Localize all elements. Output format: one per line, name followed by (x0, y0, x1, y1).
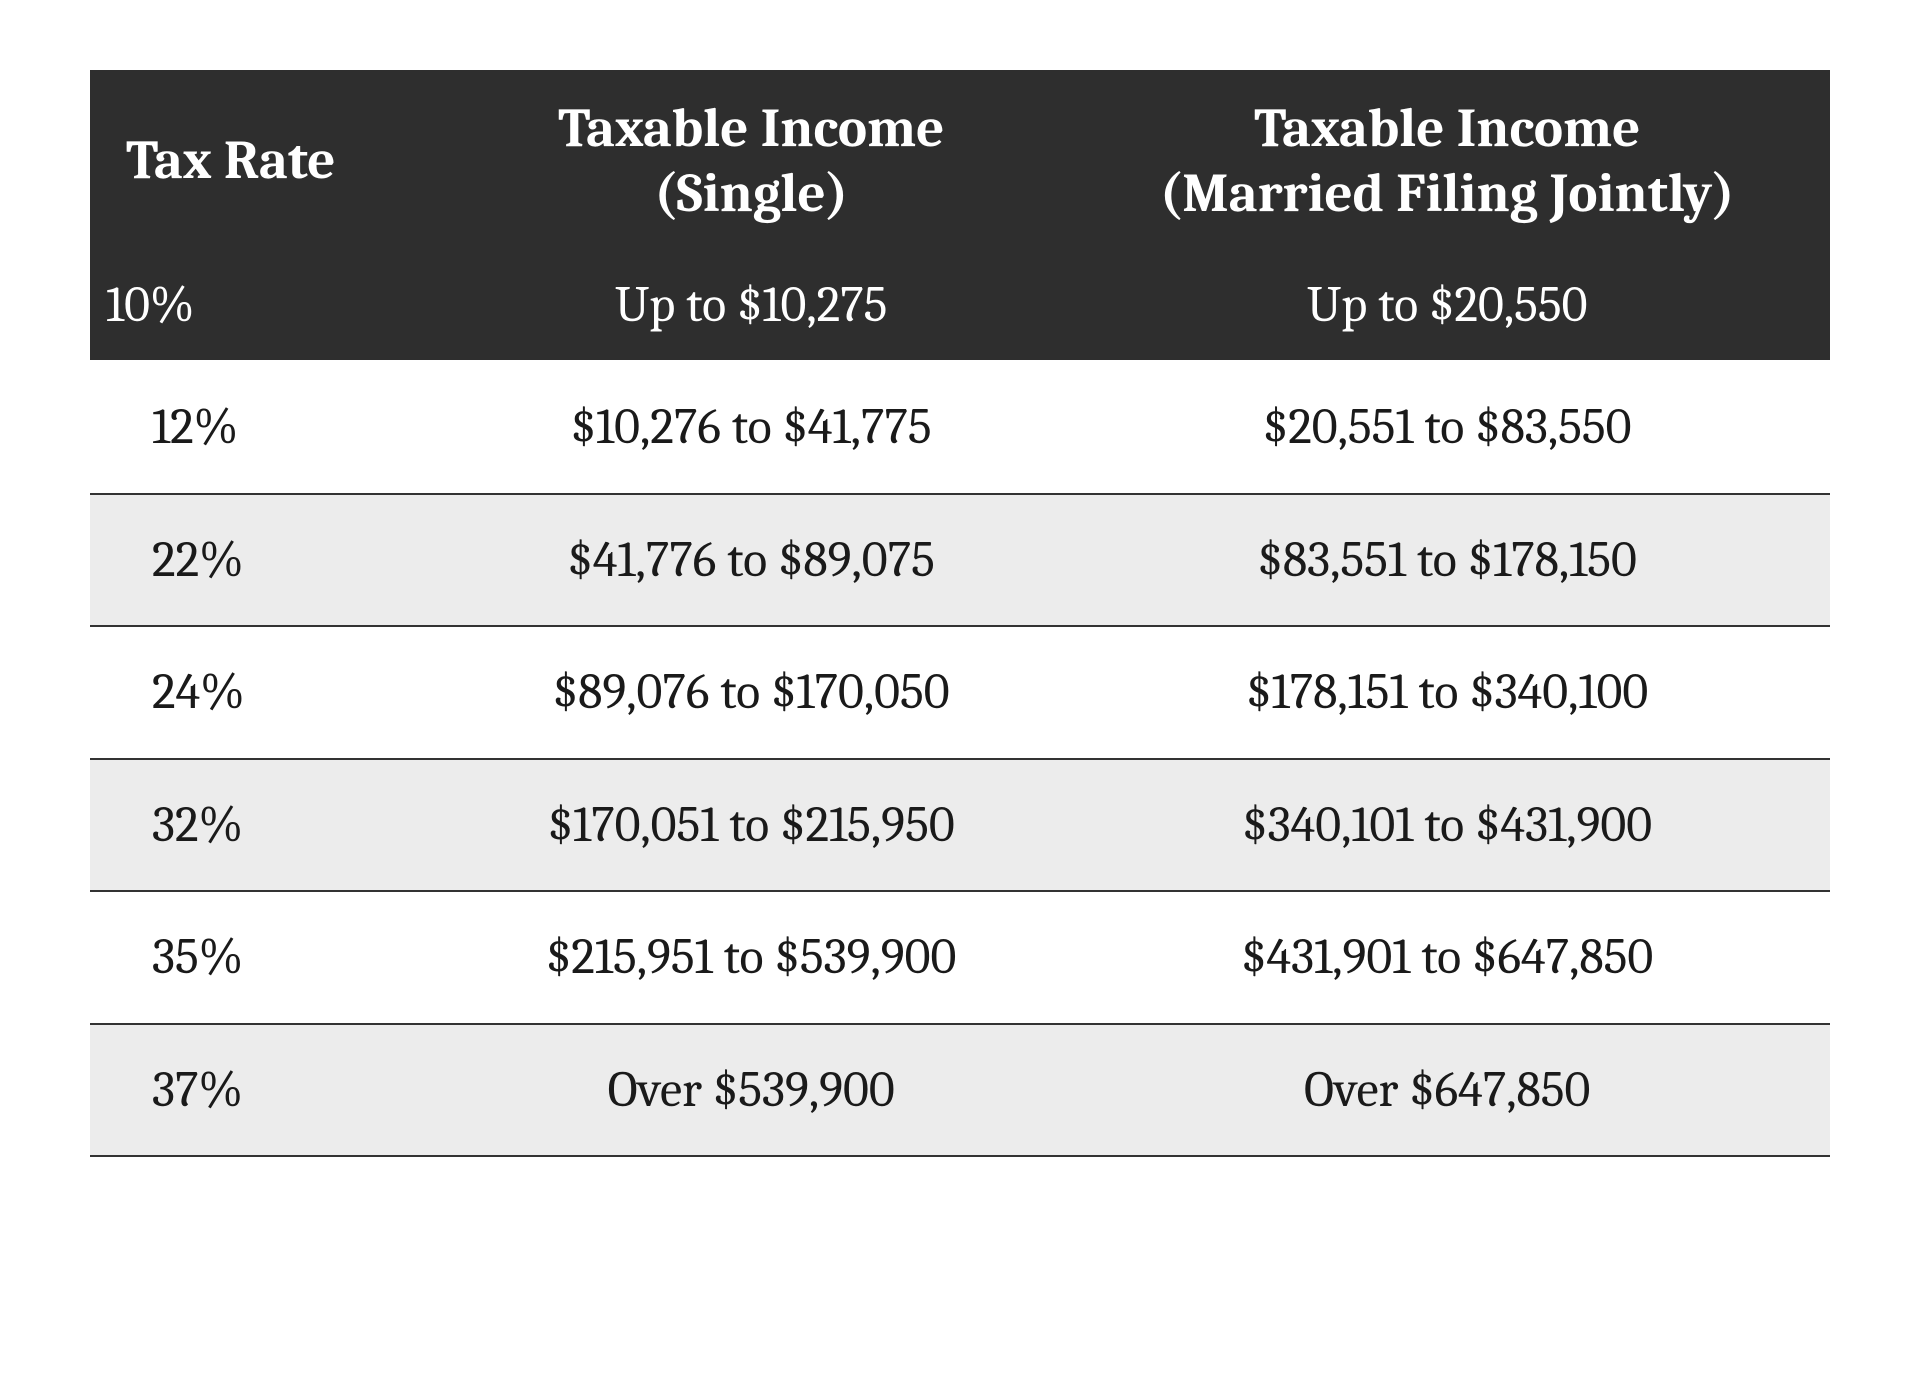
tax-bracket-table: Tax Rate Taxable Income(Single) Taxable … (90, 70, 1830, 1157)
cell-rate: 32% (90, 759, 438, 892)
table-row: 32% $170,051 to $215,950 $340,101 to $43… (90, 759, 1830, 892)
cell-married: $178,151 to $340,100 (1064, 626, 1830, 759)
cell-rate: 10% (90, 252, 438, 362)
table-header-row: Tax Rate Taxable Income(Single) Taxable … (90, 71, 1830, 252)
cell-married: $20,551 to $83,550 (1064, 361, 1830, 494)
cell-single: Over $539,900 (438, 1024, 1064, 1157)
table-row: 35% $215,951 to $539,900 $431,901 to $64… (90, 891, 1830, 1024)
cell-single: $215,951 to $539,900 (438, 891, 1064, 1024)
cell-married: $340,101 to $431,900 (1064, 759, 1830, 892)
cell-married: Over $647,850 (1064, 1024, 1830, 1157)
cell-single: Up to $10,275 (438, 252, 1064, 362)
cell-single: $89,076 to $170,050 (438, 626, 1064, 759)
table-row: 10% Up to $10,275 Up to $20,550 (90, 252, 1830, 362)
cell-rate: 37% (90, 1024, 438, 1157)
cell-rate: 35% (90, 891, 438, 1024)
table-row: 12% $10,276 to $41,775 $20,551 to $83,55… (90, 361, 1830, 494)
table-row: 37% Over $539,900 Over $647,850 (90, 1024, 1830, 1157)
table-row: 24% $89,076 to $170,050 $178,151 to $340… (90, 626, 1830, 759)
cell-married: Up to $20,550 (1064, 252, 1830, 362)
table-row: 22% $41,776 to $89,075 $83,551 to $178,1… (90, 494, 1830, 627)
cell-rate: 12% (90, 361, 438, 494)
col-header-rate: Tax Rate (90, 71, 438, 252)
col-header-single: Taxable Income(Single) (438, 71, 1064, 252)
col-header-married: Taxable Income(Married Filing Jointly) (1064, 71, 1830, 252)
cell-single: $10,276 to $41,775 (438, 361, 1064, 494)
cell-rate: 24% (90, 626, 438, 759)
cell-single: $41,776 to $89,075 (438, 494, 1064, 627)
cell-single: $170,051 to $215,950 (438, 759, 1064, 892)
cell-married: $431,901 to $647,850 (1064, 891, 1830, 1024)
cell-married: $83,551 to $178,150 (1064, 494, 1830, 627)
cell-rate: 22% (90, 494, 438, 627)
